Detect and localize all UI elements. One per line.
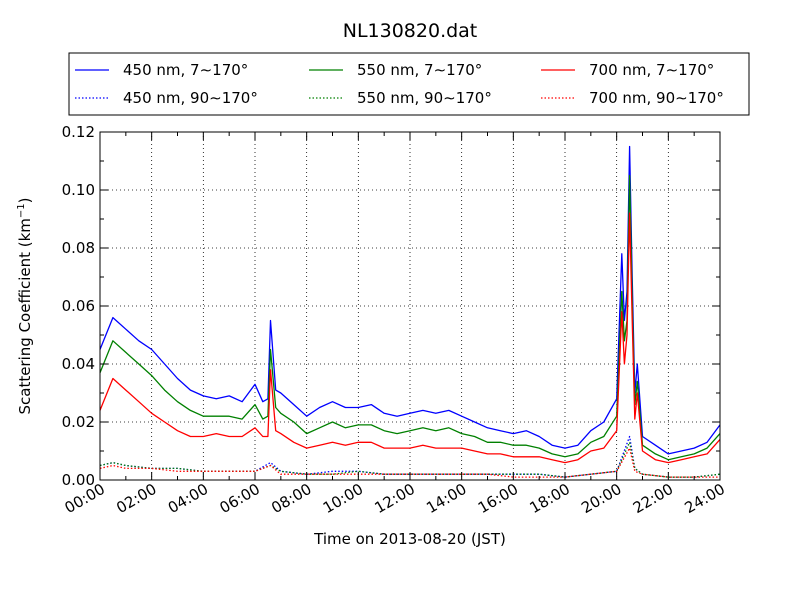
y-tick-label: 0.12 [62, 123, 95, 141]
legend-label: 550 nm, 7∼170° [357, 61, 482, 79]
plot-lines [99, 145, 721, 478]
y-tick-label: 0.08 [62, 239, 95, 257]
legend-label: 450 nm, 7∼170° [123, 61, 248, 79]
legend-label: 550 nm, 90∼170° [357, 89, 492, 107]
legend-frame [68, 52, 750, 116]
series-line-4 [99, 212, 721, 464]
axis-ticks [99, 131, 721, 481]
y-tick-label: 0.10 [62, 181, 95, 199]
series-line-2 [99, 174, 721, 461]
y-axis-label-text: Scattering Coefficient (km [16, 218, 34, 414]
legend-label: 450 nm, 90∼170° [123, 89, 258, 107]
y-tick-label: 0.00 [62, 471, 95, 489]
legend-label: 700 nm, 7∼170° [589, 61, 714, 79]
x-axis-label: Time on 2013-08-20 (JST) [313, 530, 506, 548]
legend-label: 700 nm, 90∼170° [589, 89, 724, 107]
y-axis-label-close: ) [16, 197, 34, 203]
chart-title: NL130820.dat [343, 20, 478, 42]
series-line-3 [99, 441, 721, 478]
y-tick-label: 0.02 [62, 413, 95, 431]
y-axis-label-sup: −1 [16, 203, 27, 218]
y-tick-label: 0.04 [62, 355, 95, 373]
y-tick-labels: 0.00 0.02 0.04 0.06 0.08 0.10 0.12 [62, 123, 95, 489]
y-tick-label: 0.06 [62, 297, 95, 315]
y-axis-label: Scattering Coefficient (km−1) [16, 197, 34, 414]
legend: 450 nm, 7∼170° 450 nm, 90∼170° 550 nm, 7∼1… [68, 52, 750, 116]
